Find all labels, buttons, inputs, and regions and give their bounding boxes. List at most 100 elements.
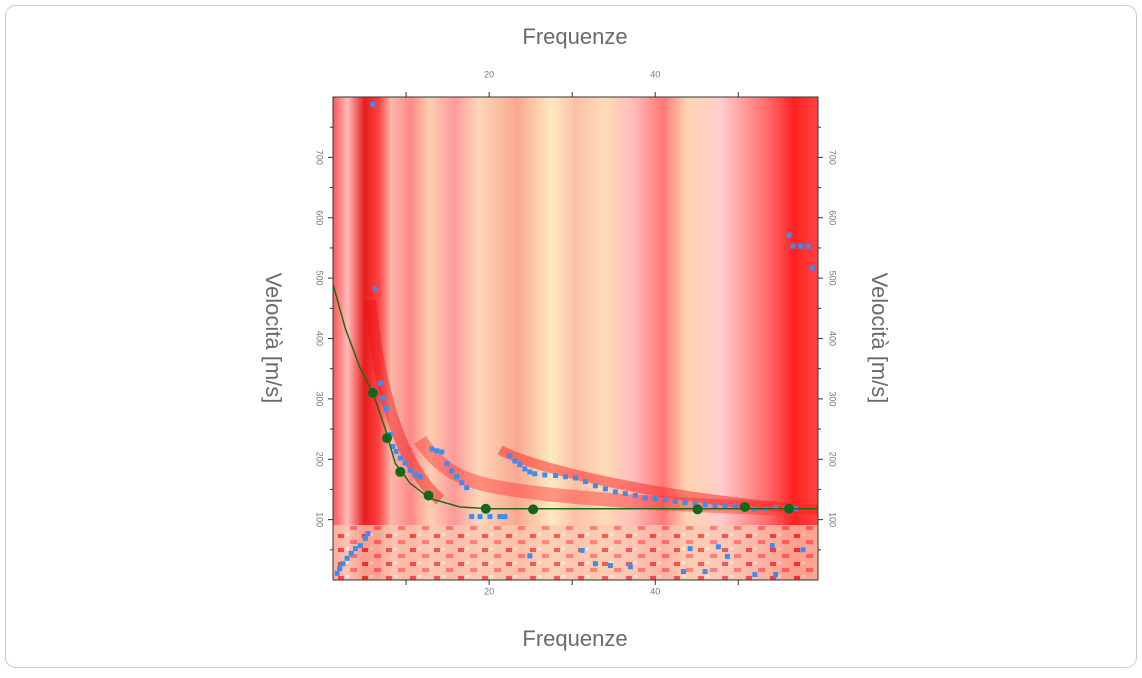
data-point (652, 495, 658, 501)
data-point (434, 448, 440, 454)
data-point (672, 499, 678, 505)
y-tick-label: 100 (828, 512, 838, 527)
data-point (687, 546, 693, 552)
data-point (682, 500, 688, 506)
picked-point (528, 504, 539, 515)
data-point (579, 547, 585, 553)
data-point (527, 553, 533, 559)
y-tick-label: 500 (828, 271, 838, 286)
data-point (393, 448, 399, 454)
data-point (377, 380, 383, 386)
heatmap-band (364, 299, 445, 505)
data-point (357, 543, 363, 549)
data-point (627, 564, 633, 570)
picked-point (480, 503, 491, 514)
data-point (732, 504, 738, 510)
picked-point (367, 387, 378, 398)
data-point (809, 265, 815, 271)
picked-point (739, 501, 750, 512)
y-tick-label: 100 (315, 512, 325, 527)
data-point (402, 460, 408, 466)
data-point (773, 572, 779, 578)
data-point (692, 501, 698, 507)
picked-point (423, 490, 434, 501)
data-point (553, 473, 559, 479)
picked-point (381, 433, 392, 444)
data-point (632, 492, 638, 498)
x-tick-label: 20 (484, 69, 494, 79)
y-tick-label: 300 (828, 391, 838, 406)
data-point (454, 474, 460, 480)
picked-point (783, 503, 794, 514)
data-point (370, 101, 376, 107)
data-point (487, 514, 493, 520)
data-point (337, 566, 343, 572)
data-point (573, 475, 578, 481)
y-label-left: Velocità [m/s] (261, 273, 286, 404)
data-point (805, 243, 811, 249)
x-label-bottom: Frequenze (522, 626, 627, 651)
data-point (352, 546, 358, 552)
data-point (786, 232, 792, 238)
data-point (752, 572, 758, 578)
data-point (340, 561, 346, 567)
data-point (372, 286, 378, 292)
data-point (365, 531, 371, 537)
y-tick-label: 500 (315, 271, 325, 286)
data-point (439, 449, 445, 455)
data-point (527, 469, 533, 475)
x-label-top: Frequenze (522, 24, 627, 49)
data-point (800, 547, 806, 553)
data-point (622, 491, 628, 497)
data-point (773, 505, 779, 511)
data-point (769, 543, 775, 549)
y-tick-label: 700 (315, 150, 325, 165)
data-point (582, 479, 588, 485)
data-point (429, 446, 435, 452)
data-point (517, 462, 523, 468)
data-point (390, 444, 396, 450)
data-point (715, 544, 721, 550)
y-tick-label: 300 (315, 391, 325, 406)
data-point (397, 455, 403, 461)
data-point (612, 489, 618, 495)
data-point (344, 555, 350, 561)
data-point (383, 406, 389, 412)
picked-point (692, 504, 703, 515)
data-point (507, 453, 513, 459)
x-tick-label: 40 (650, 586, 660, 596)
heatmap-band (497, 445, 819, 515)
data-point (724, 553, 730, 559)
y-tick-label: 200 (828, 452, 838, 467)
data-point (464, 485, 470, 491)
data-point (563, 474, 569, 480)
data-point (512, 458, 518, 464)
data-point (532, 471, 538, 477)
data-point (602, 486, 608, 492)
y-tick-label: 600 (315, 210, 325, 225)
data-point (417, 474, 423, 480)
data-point (592, 561, 598, 567)
data-point (790, 243, 796, 249)
data-point (680, 569, 686, 575)
data-point (642, 495, 648, 501)
data-point (449, 468, 455, 474)
data-point (497, 514, 503, 520)
data-point (592, 483, 598, 489)
y-tick-label: 400 (828, 331, 838, 346)
data-point (502, 514, 508, 520)
data-point (444, 460, 450, 466)
data-point (712, 503, 718, 509)
y-label-right: Velocità [m/s] (867, 273, 892, 404)
data-point (412, 472, 418, 478)
y-tick-label: 200 (315, 452, 325, 467)
data-point (702, 502, 708, 508)
data-point (722, 503, 728, 509)
data-point (522, 466, 528, 472)
data-point (702, 569, 708, 575)
x-tick-label: 20 (484, 586, 494, 596)
data-point (477, 514, 483, 520)
data-point (469, 514, 475, 520)
heatmap-noise (333, 525, 818, 580)
